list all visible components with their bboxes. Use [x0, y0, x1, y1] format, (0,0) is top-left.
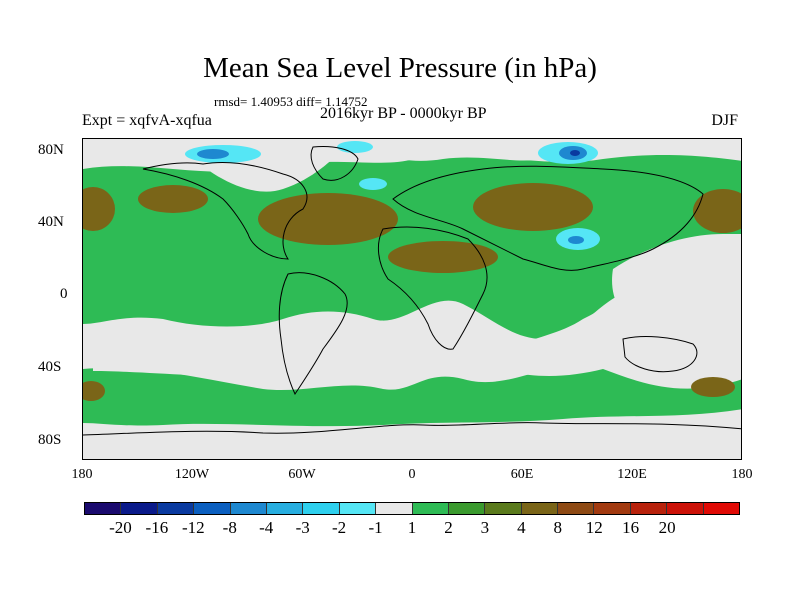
colorbar-swatch [558, 503, 595, 514]
colorbar-label: 20 [658, 518, 676, 537]
colorbar-label: 2 [444, 518, 453, 537]
colorbar-swatch [630, 503, 668, 514]
field-gray-north-america [83, 139, 183, 161]
colorbar-swatch [667, 503, 704, 514]
colorbar-swatch [339, 503, 377, 514]
field-cyan-arctic-north [337, 141, 373, 153]
lat-label-80n: 80N [38, 142, 64, 158]
colorbar-label: -3 [295, 518, 310, 537]
colorbar-swatch [412, 503, 449, 514]
colorbar-swatch [485, 503, 522, 514]
colorbar-label: 1 [407, 518, 417, 537]
field-brown-east-pacific [138, 185, 208, 213]
greenland-outline [310, 146, 359, 181]
colorbar-swatch [157, 503, 195, 514]
field-green-south [83, 363, 741, 427]
field-brown-north-atlantic [258, 193, 398, 245]
colorbar-label: -1 [368, 518, 383, 537]
colorbar-swatch [266, 503, 304, 514]
field-darkblue-siberia [570, 150, 580, 156]
lon-label-120e: 120E [617, 467, 647, 482]
colorbar-swatch [376, 503, 413, 514]
colorbar-swatch [230, 503, 267, 514]
lat-label-40s: 40S [38, 359, 62, 375]
australia-outline [622, 336, 698, 373]
field-blue-tibet [568, 236, 584, 244]
field-gray-east-asia-pacific [612, 234, 741, 345]
season-label: DJF [711, 112, 738, 129]
colorbar-label: -12 [181, 518, 205, 537]
colorbar-swatch [121, 503, 158, 514]
south-america-outline [278, 272, 348, 396]
stats-text: rmsd= 1.40953 diff= 1.14752 [214, 94, 368, 109]
colorbar-swatch [303, 503, 340, 514]
colorbar-label: -16 [145, 518, 169, 537]
field-gray-south-pacific [93, 327, 383, 378]
colorbar-label: -20 [109, 518, 132, 537]
colorbar-swatch [194, 503, 231, 514]
field-brown-north-pacific-west [83, 187, 115, 231]
africa-outline [377, 226, 488, 350]
antarctica-coastline [83, 422, 741, 436]
lon-label-180e: 180 [731, 467, 753, 482]
field-gray-arctic-east [363, 139, 543, 161]
field-brown-south-west [83, 381, 105, 401]
map-panel [82, 138, 742, 460]
colorbar-label: 3 [480, 518, 490, 537]
period-label: 2016kyr BP - 0000kyr BP [320, 105, 487, 122]
field-gray-south-atlantic [393, 312, 504, 376]
field-gray-arctic-far-east [603, 139, 741, 154]
colorbar-label: 16 [622, 518, 640, 537]
eurasia-outline [392, 165, 704, 271]
map-title: Mean Sea Level Pressure (in hPa) [203, 52, 597, 84]
field-brown-south-east [691, 377, 735, 397]
field-blue-greenland [197, 149, 229, 159]
field-brown-asia [473, 183, 593, 231]
pressure-field-map [83, 139, 741, 459]
lon-label-120w: 120W [174, 467, 210, 482]
colorbar-swatch [85, 503, 122, 514]
lat-label-0: 0 [60, 286, 68, 302]
colorbar [84, 502, 740, 515]
colorbar-label: -8 [222, 518, 237, 537]
lat-label-80s: 80S [38, 432, 62, 448]
north-america-outline [142, 161, 308, 260]
field-brown-africa [388, 241, 498, 273]
lon-label-60w: 60W [288, 467, 316, 482]
lon-label-60e: 60E [510, 467, 534, 482]
colorbar-label: 4 [517, 518, 526, 537]
lon-label-180w: 180 [71, 467, 93, 482]
colorbar-label: 12 [585, 518, 603, 537]
field-brown-north-pacific-east [693, 189, 741, 233]
colorbar-label: 8 [553, 518, 563, 537]
colorbar-swatch [448, 503, 486, 514]
colorbar-swatch [703, 503, 740, 514]
colorbar-swatch [521, 503, 559, 514]
lon-label-0: 0 [408, 467, 416, 482]
lat-label-40n: 40N [38, 214, 64, 230]
colorbar-label: -2 [332, 518, 347, 537]
colorbar-label: -4 [259, 518, 274, 537]
colorbar-swatch [594, 503, 631, 514]
field-cyan-barents [359, 178, 387, 190]
experiment-label: Expt = xqfvA-xqfua [82, 112, 212, 129]
